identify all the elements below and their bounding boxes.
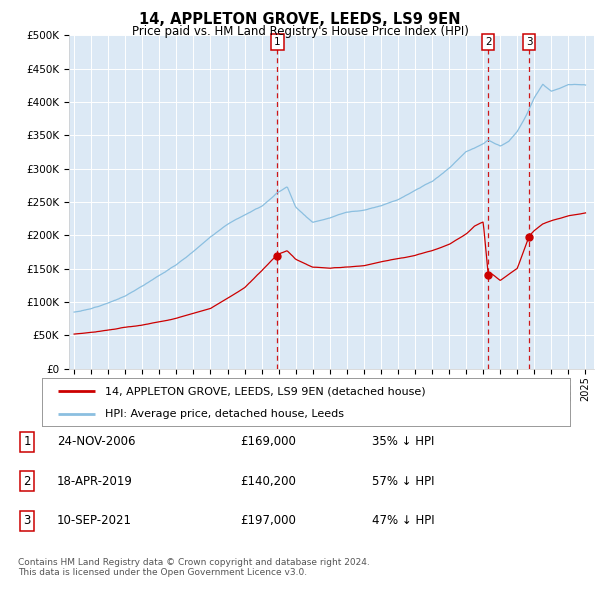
Text: £197,000: £197,000 [240, 514, 296, 527]
Text: 24-NOV-2006: 24-NOV-2006 [57, 435, 136, 448]
Text: Price paid vs. HM Land Registry's House Price Index (HPI): Price paid vs. HM Land Registry's House … [131, 25, 469, 38]
Text: 35% ↓ HPI: 35% ↓ HPI [372, 435, 434, 448]
Text: 3: 3 [526, 37, 533, 47]
Text: 14, APPLETON GROVE, LEEDS, LS9 9EN (detached house): 14, APPLETON GROVE, LEEDS, LS9 9EN (deta… [106, 386, 426, 396]
Text: 10-SEP-2021: 10-SEP-2021 [57, 514, 132, 527]
Text: 1: 1 [274, 37, 281, 47]
Text: 14, APPLETON GROVE, LEEDS, LS9 9EN: 14, APPLETON GROVE, LEEDS, LS9 9EN [139, 12, 461, 27]
Text: Contains HM Land Registry data © Crown copyright and database right 2024.
This d: Contains HM Land Registry data © Crown c… [18, 558, 370, 577]
Text: 2: 2 [485, 37, 491, 47]
Text: 18-APR-2019: 18-APR-2019 [57, 475, 133, 488]
Text: 47% ↓ HPI: 47% ↓ HPI [372, 514, 434, 527]
Text: 3: 3 [23, 514, 31, 527]
Text: 57% ↓ HPI: 57% ↓ HPI [372, 475, 434, 488]
Text: £140,200: £140,200 [240, 475, 296, 488]
Text: £169,000: £169,000 [240, 435, 296, 448]
Text: HPI: Average price, detached house, Leeds: HPI: Average price, detached house, Leed… [106, 409, 344, 419]
Text: 1: 1 [23, 435, 31, 448]
Text: 2: 2 [23, 475, 31, 488]
